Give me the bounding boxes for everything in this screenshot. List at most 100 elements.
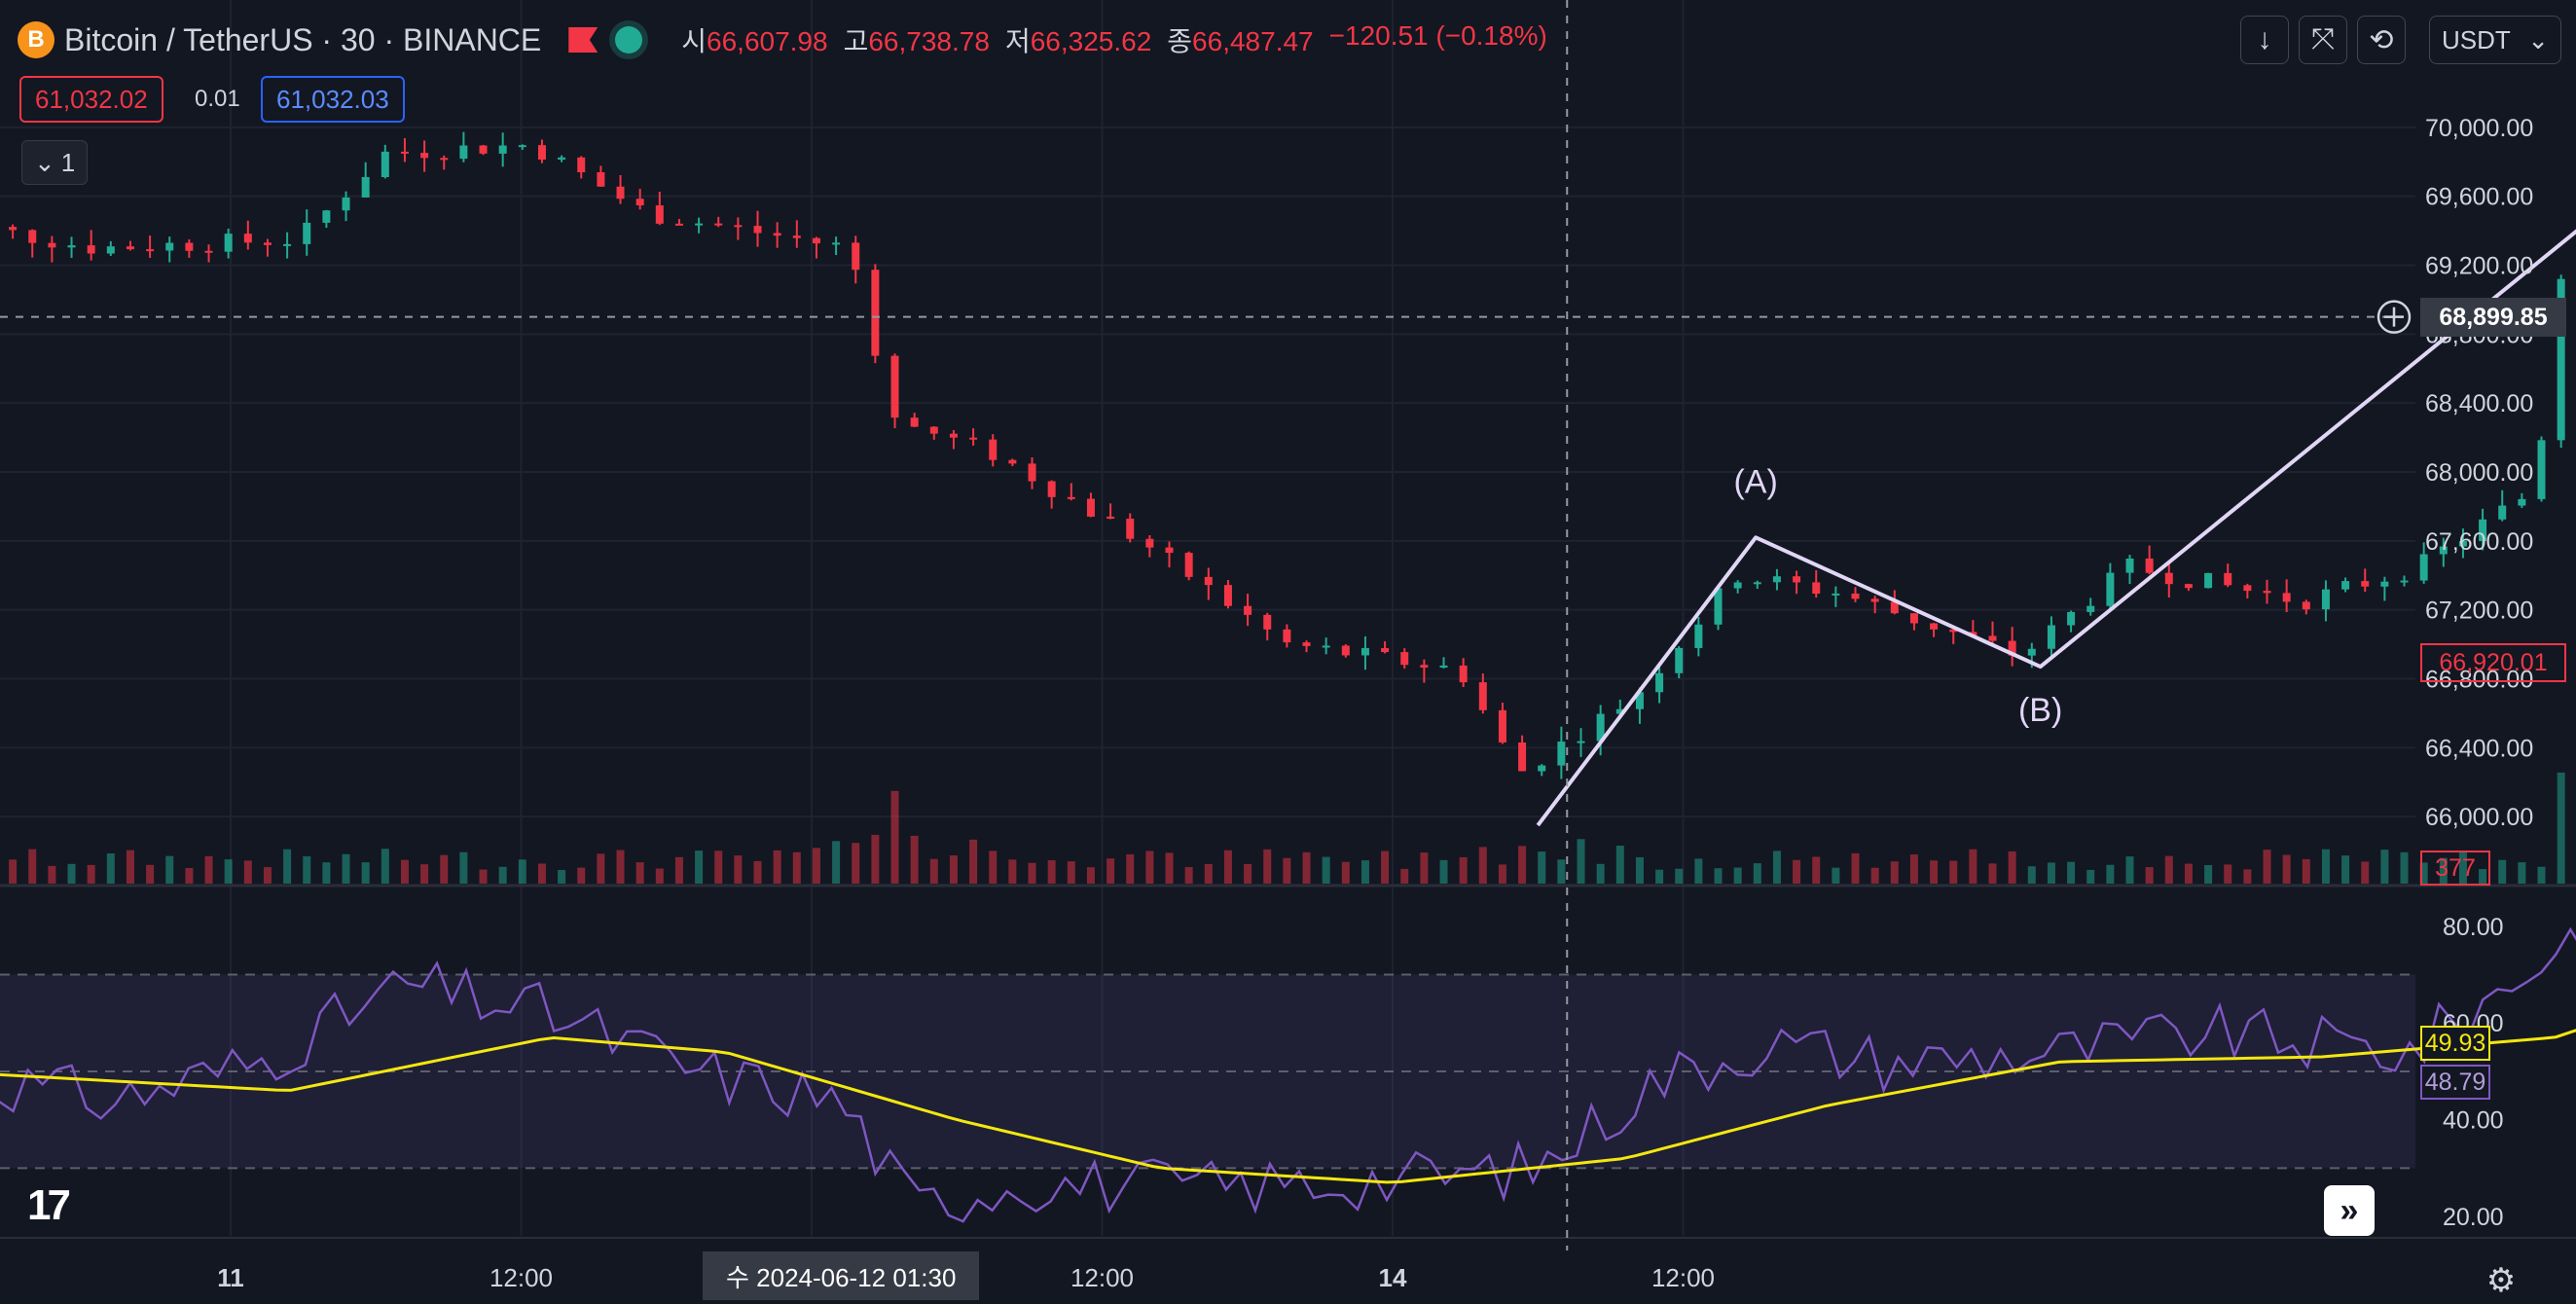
volume-bar <box>812 848 820 884</box>
candle-body <box>400 151 409 154</box>
time-tick-label: 14 <box>1379 1263 1407 1292</box>
candle-body <box>1930 623 1939 630</box>
volume-bar <box>577 867 586 884</box>
volume-bar <box>106 852 115 884</box>
buy-button[interactable]: 61,032.03 <box>261 76 405 123</box>
candle-body <box>2282 593 2291 602</box>
volume-bar <box>1067 861 1075 884</box>
candle-body <box>969 437 978 440</box>
candle-body <box>695 223 704 226</box>
volume-bar <box>1890 861 1899 884</box>
volume-bar <box>1322 856 1330 884</box>
rsi-line <box>0 926 2576 1223</box>
volume-bar <box>2361 861 2370 884</box>
candle-body <box>1302 642 1311 646</box>
volume-bar <box>87 864 95 884</box>
candle-body <box>890 355 899 418</box>
candle-body <box>1165 547 1174 554</box>
candle-body <box>2027 648 2036 656</box>
volume-bar <box>2086 869 2095 884</box>
volume-bar <box>1400 868 1409 884</box>
volume-bar <box>1538 851 1546 884</box>
volume-bar <box>2302 858 2310 884</box>
indicator-collapse-button[interactable]: ⌄ 1 <box>21 140 89 185</box>
volume-bar <box>440 854 449 884</box>
rsi-ma-label: 49.93 <box>2420 1026 2490 1061</box>
candle-body <box>1204 576 1213 586</box>
candle-body <box>1244 605 1252 615</box>
candlestick-series <box>9 131 2565 779</box>
download-icon[interactable]: ↓ <box>2240 16 2289 64</box>
candle-body <box>1459 665 1468 683</box>
volume-bar <box>1341 861 1350 884</box>
candle-body <box>459 145 468 160</box>
candle-body <box>2537 440 2546 499</box>
volume-bar <box>381 849 389 884</box>
scroll-right-icon[interactable]: » <box>2324 1185 2375 1236</box>
chevron-down-icon: ⌄ <box>34 147 55 177</box>
price-tick-label: 66,400.00 <box>2425 735 2533 762</box>
volume-bar <box>2498 859 2507 884</box>
rsi-label: 48.79 <box>2420 1065 2490 1100</box>
volume-bar <box>1596 863 1605 884</box>
wave-line <box>1536 229 2576 827</box>
volume-bar <box>616 850 625 884</box>
volume-bar <box>1263 849 1272 884</box>
alert-flag-icon[interactable] <box>568 27 599 53</box>
candle-body <box>1675 647 1684 673</box>
candle-body <box>1812 582 1821 595</box>
volume-bar <box>283 849 292 884</box>
candle-body <box>1145 538 1154 548</box>
candle-body <box>1263 614 1272 630</box>
candle-body <box>1381 647 1390 653</box>
volume-bar <box>1772 851 1781 884</box>
volume-bar <box>498 866 507 884</box>
volume-bar <box>1223 850 1232 884</box>
candle-body <box>910 417 919 427</box>
volume-bar <box>1283 857 1291 884</box>
currency-select[interactable]: USDT ⌄ <box>2429 16 2561 64</box>
price-change: −120.51 (−0.18%) <box>1328 20 1547 51</box>
candle-body <box>9 227 18 231</box>
candle-body <box>2243 585 2252 592</box>
candle-body <box>303 222 311 244</box>
candle-body <box>753 226 762 234</box>
volume-bar <box>2537 866 2546 884</box>
bitcoin-icon: B <box>18 21 54 58</box>
volume-bar <box>1439 859 1448 884</box>
candle-body <box>655 205 664 224</box>
candle-body <box>1851 593 1860 599</box>
candle-body <box>2458 541 2467 547</box>
candle-body <box>2380 581 2389 587</box>
candle-body <box>2479 519 2487 542</box>
replay-icon[interactable]: ⟲ <box>2357 16 2406 64</box>
time-tick-label: 12:00 <box>1070 1263 1134 1292</box>
collapse-icon[interactable]: ⤧ <box>2299 16 2347 64</box>
candle-body <box>1557 742 1566 766</box>
candle-body <box>1518 742 1527 772</box>
candle-body <box>1008 459 1017 464</box>
price-axis[interactable]: 66,000.00 66,400.00 66,800.00 67,200.00 67,6… <box>2425 115 2533 1231</box>
symbol-title[interactable]: Bitcoin / TetherUS · 30 · BINANCE <box>64 21 542 57</box>
tradingview-logo[interactable]: 17 <box>27 1181 71 1229</box>
candle-body <box>2557 278 2565 441</box>
volume-bar <box>2419 862 2428 884</box>
candle-body <box>1909 613 1918 624</box>
sell-button[interactable]: 61,032.02 <box>19 76 163 123</box>
volume-bar <box>2479 869 2487 884</box>
candle-body <box>342 197 350 211</box>
abc-wave-drawing[interactable]: (A)(B)(C) <box>1536 55 2576 827</box>
candle-body <box>2263 591 2271 594</box>
volume-bar <box>518 859 526 884</box>
volume-bar <box>479 869 488 884</box>
volume-bar <box>2106 864 2115 884</box>
candle-body <box>440 158 449 161</box>
candle-body <box>2224 572 2232 586</box>
volume-bar <box>28 849 37 884</box>
candle-body <box>1596 713 1605 742</box>
price-tick-label: 66,800.00 <box>2425 667 2533 694</box>
volume-bar <box>1518 846 1527 884</box>
settings-icon[interactable]: ⚙ <box>2485 1262 2517 1299</box>
volume-bar <box>1714 868 1723 884</box>
